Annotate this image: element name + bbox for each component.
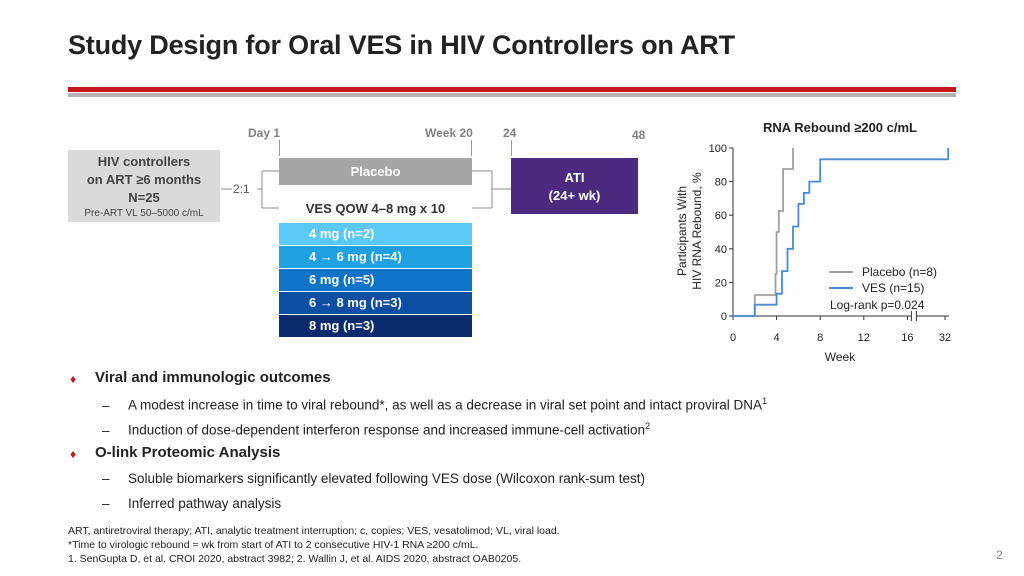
ati-line2: (24+ wk) — [548, 188, 601, 203]
slide-title: Study Design for Oral VES in HIV Control… — [68, 30, 735, 60]
timeline-week20: Week 20 — [425, 126, 473, 140]
sub-bullet-text: Soluble biomarkers significantly elevate… — [128, 471, 645, 486]
x-tick-label: 4 — [774, 332, 780, 344]
title-rule-red — [68, 87, 956, 92]
sub-bullet-text: Inferred pathway analysis — [128, 496, 282, 511]
chart-annotation-logrank: Log-rank p=0.024 — [830, 298, 925, 312]
sub-bullet: – Soluble biomarkers significantly elevat… — [102, 471, 645, 486]
footnote-definition: *Time to virologic rebound = wk from sta… — [68, 539, 479, 551]
chart-xlabel: Week — [825, 350, 856, 364]
cohort-line1: HIV controllers — [97, 154, 191, 169]
x-tick-label: 16 — [901, 332, 913, 344]
footnote-references: 1. SenGupta D, et al. CROI 2020, abstrac… — [68, 553, 522, 565]
chart-ylabel-line1: Participants With — [675, 186, 689, 276]
page-number: 2 — [996, 548, 1003, 562]
sub-bullet-text: Induction of dose-dependent interferon r… — [128, 422, 646, 438]
y-tick-label: 80 — [715, 177, 727, 189]
dose-row: 4 → 6 mg (n=4) — [279, 246, 472, 268]
y-tick-label: 60 — [715, 210, 727, 222]
bullet-diamond-icon: ♦ — [70, 447, 77, 461]
legend-label-ves: VES (n=15) — [862, 281, 924, 295]
sub-bullet: – Inferred pathway analysis — [102, 496, 282, 511]
bullet-heading: Viral and immunologic outcomes — [95, 369, 331, 386]
sub-bullet-ref: 2 — [645, 421, 651, 431]
timeline-tick-week20 — [471, 140, 472, 156]
x-tick-label: 0 — [730, 332, 736, 344]
chart-ylabel-line2: HIV RNA Rebound, % — [690, 172, 704, 290]
placebo-arm: Placebo — [279, 158, 472, 185]
title-rule-gray — [68, 93, 956, 97]
timeline-tick-day1 — [279, 140, 280, 156]
dose-row: 8 mg (n=3) — [279, 315, 472, 337]
timeline-day1: Day 1 — [248, 126, 281, 140]
cohort-line3: N=25 — [128, 190, 160, 205]
footnote-abbreviations: ART, antiretroviral therapy; ATI, analyt… — [68, 525, 560, 537]
bullet-diamond-icon: ♦ — [70, 372, 77, 386]
y-tick-label: 20 — [715, 277, 727, 289]
cohort-line4: Pre-ART VL 50–5000 c/mL — [84, 208, 204, 219]
sub-bullet: – Induction of dose-dependent interferon … — [102, 421, 651, 438]
timeline-week24: 24 — [503, 126, 517, 140]
y-tick-label: 40 — [715, 244, 727, 256]
dose-row: 6 mg (n=5) — [279, 269, 472, 291]
sub-bullet-ref: 1 — [762, 396, 768, 406]
ves-arm-label: VES QOW 4–8 mg x 10 — [305, 201, 446, 216]
x-tick-label: 8 — [817, 332, 823, 344]
series-line-placebo — [733, 148, 794, 317]
x-tick-label: 32 — [939, 332, 951, 344]
sub-bullet: – A modest increase in time to viral rebo… — [102, 396, 768, 413]
timeline-tick-week24 — [511, 140, 512, 156]
y-tick-label: 100 — [709, 143, 727, 155]
series-line-ves — [733, 148, 950, 317]
dose-row: 6 → 8 mg (n=3) — [279, 292, 472, 314]
timeline-week48: 48 — [632, 128, 646, 142]
cohort-box: HIV controllers on ART ≥6 months N=25 Pr… — [68, 150, 220, 222]
y-tick-label: 0 — [721, 311, 727, 323]
bullet-heading: O-link Proteomic Analysis — [95, 444, 281, 461]
chart-title: RNA Rebound ≥200 c/mL — [763, 120, 917, 135]
sub-bullet-text: A modest increase in time to viral rebou… — [128, 397, 763, 413]
legend-label-placebo: Placebo (n=8) — [862, 265, 937, 279]
ati-box: ATI (24+ wk) — [511, 158, 638, 214]
cohort-line2: on ART ≥6 months — [86, 172, 202, 187]
x-tick-label: 12 — [858, 332, 870, 344]
randomization-ratio: 2:1 — [233, 182, 250, 196]
ati-line1: ATI — [564, 170, 585, 185]
dose-row: 4 mg (n=2) — [279, 223, 472, 245]
